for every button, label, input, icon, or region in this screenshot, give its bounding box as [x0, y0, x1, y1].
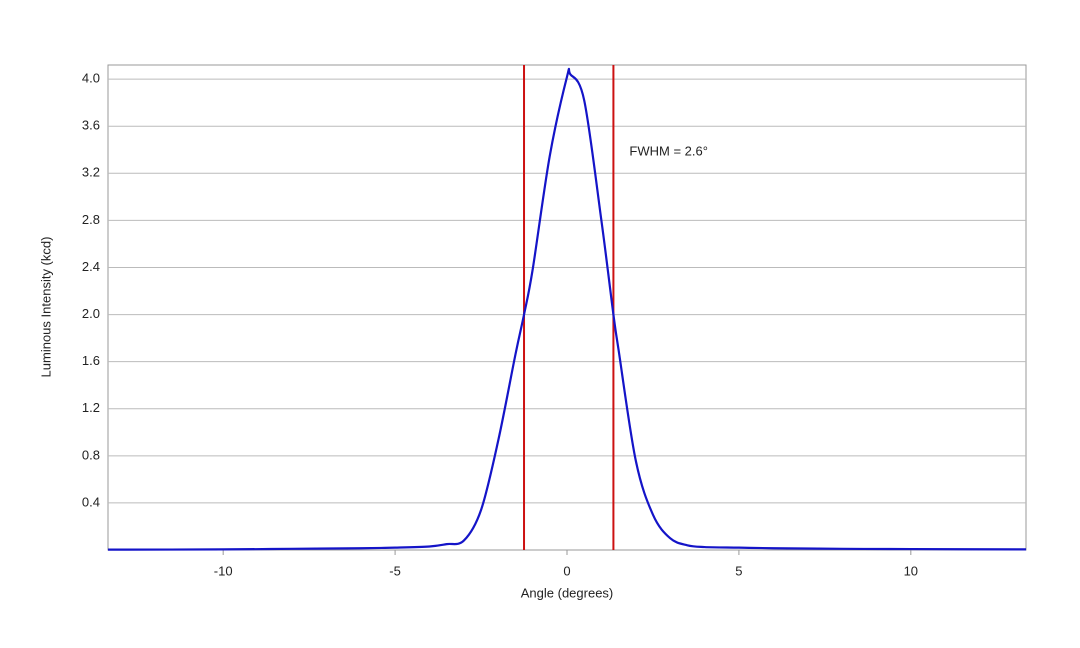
- y-tick-label: 2.0: [82, 306, 100, 321]
- y-tick-label: 0.8: [82, 447, 100, 462]
- y-tick-label: 4.0: [82, 71, 100, 86]
- y-tick-label: 2.4: [82, 259, 100, 274]
- annotation: FWHM = 2.6°: [629, 143, 708, 158]
- y-tick-label: 3.6: [82, 118, 100, 133]
- x-tick-label: 10: [904, 563, 918, 578]
- x-tick-label: 0: [563, 563, 570, 578]
- y-tick-label: 0.4: [82, 494, 100, 509]
- y-tick-label: 1.2: [82, 400, 100, 415]
- x-tick-label: -10: [214, 563, 233, 578]
- x-tick-label: -5: [389, 563, 401, 578]
- y-tick-label: 1.6: [82, 353, 100, 368]
- y-tick-label: 2.8: [82, 212, 100, 227]
- y-tick-label: 3.2: [82, 165, 100, 180]
- plot-frame: [107, 64, 1027, 551]
- x-axis-label: Angle (degrees): [521, 585, 614, 600]
- x-tick-label: 5: [735, 563, 742, 578]
- data-line: [107, 67, 1027, 551]
- y-axis-label: Luminous Intensity (kcd): [38, 237, 53, 378]
